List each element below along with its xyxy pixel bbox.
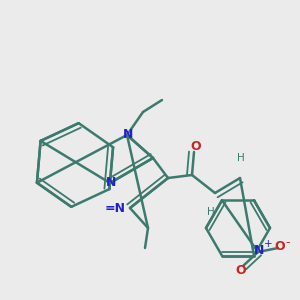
Text: -: - <box>286 236 290 250</box>
Text: =N: =N <box>105 202 126 214</box>
Text: +: + <box>264 239 272 249</box>
Text: N: N <box>106 176 116 190</box>
Text: O: O <box>275 241 285 254</box>
Text: N: N <box>254 244 264 257</box>
Text: H: H <box>237 153 245 163</box>
Text: N: N <box>123 128 133 142</box>
Text: O: O <box>236 263 246 277</box>
Text: O: O <box>191 140 201 154</box>
Text: H: H <box>207 207 215 217</box>
